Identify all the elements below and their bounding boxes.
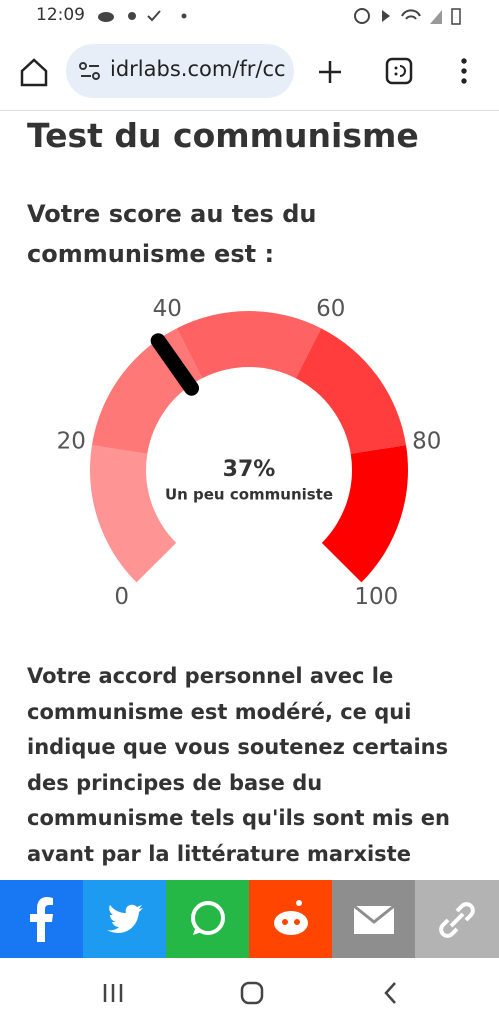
- gauge-tick-label: 20: [57, 428, 86, 454]
- recents-button[interactable]: [102, 982, 124, 1004]
- status-bar: 12:09: [0, 0, 499, 34]
- gauge-segment: [321, 445, 408, 583]
- home-nav-button[interactable]: [240, 981, 264, 1005]
- gauge-tick-label: 80: [412, 428, 441, 454]
- gauge-tick-label: 0: [114, 584, 129, 610]
- paragraph-line: avant par la littérature marxiste: [27, 841, 411, 866]
- gauge-tick-label: 40: [153, 296, 182, 322]
- gauge-caption: Un peu communiste: [165, 486, 333, 504]
- system-icons: [354, 8, 461, 25]
- browser-bar: idrlabs.com/fr/cc: [0, 34, 499, 111]
- gauge-segment: [295, 328, 407, 454]
- gauge-tick-label: 100: [354, 584, 398, 610]
- new-tab-button[interactable]: [316, 58, 344, 86]
- gauge: 0 20 40 60 80 100 37% Un peu communiste: [57, 296, 442, 610]
- menu-button[interactable]: [456, 56, 472, 86]
- paragraph-line: communisme tels qu'ils sont mis en: [27, 806, 450, 830]
- paragraph-line: communisme est modéré, ce qui: [27, 699, 412, 724]
- paragraph-line: indique que vous soutenez certains: [27, 735, 449, 759]
- tabs-button[interactable]: [384, 56, 414, 86]
- home-button[interactable]: [18, 56, 50, 88]
- share-reddit[interactable]: [249, 880, 332, 958]
- share-twitter[interactable]: [83, 880, 166, 958]
- gauge-segment: [176, 311, 322, 379]
- gauge-value: 37%: [223, 457, 276, 482]
- time: 12:09: [36, 5, 85, 25]
- address-bar[interactable]: idrlabs.com/fr/cc: [66, 44, 294, 98]
- description: Votre accord personnel avec le communisme…: [27, 659, 450, 872]
- url: idrlabs.com/fr/cc: [110, 57, 286, 81]
- share-email[interactable]: [332, 880, 415, 958]
- paragraph-line: des principes de base du: [27, 770, 323, 795]
- page-title: Test du communisme: [27, 116, 419, 155]
- subtitle-line: Votre score au tes du: [27, 200, 317, 228]
- nav-bar: [0, 958, 499, 1024]
- status-icons: [98, 10, 187, 22]
- back-button[interactable]: [382, 981, 400, 1005]
- gauge-segment: [90, 445, 177, 583]
- share-bar: [0, 880, 499, 958]
- subtitle-line: communisme est :: [27, 240, 275, 268]
- gauge-tick-label: 60: [316, 296, 345, 322]
- subtitle: Votre score au tes du communisme est :: [27, 194, 316, 274]
- share-whatsapp[interactable]: [166, 880, 249, 958]
- share-facebook[interactable]: [0, 880, 83, 958]
- paragraph-line: Votre accord personnel avec le: [27, 664, 394, 688]
- gauge-needle: [150, 333, 199, 396]
- share-link[interactable]: [415, 880, 499, 958]
- site-info-icon[interactable]: [78, 61, 102, 81]
